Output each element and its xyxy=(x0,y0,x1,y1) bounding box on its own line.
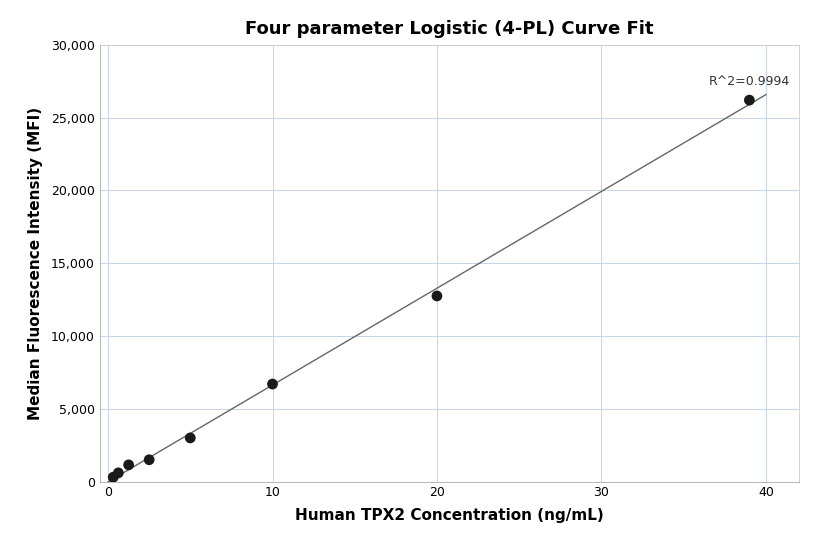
Point xyxy=(743,96,756,105)
Title: Four parameter Logistic (4-PL) Curve Fit: Four parameter Logistic (4-PL) Curve Fit xyxy=(245,20,653,38)
Y-axis label: Median Fluorescence Intensity (MFI): Median Fluorescence Intensity (MFI) xyxy=(27,106,42,420)
Point xyxy=(111,468,125,477)
Point xyxy=(184,433,197,442)
X-axis label: Human TPX2 Concentration (ng/mL): Human TPX2 Concentration (ng/mL) xyxy=(295,508,604,523)
Point xyxy=(142,455,156,464)
Text: R^2=0.9994: R^2=0.9994 xyxy=(708,76,790,88)
Point xyxy=(122,460,136,469)
Point xyxy=(106,473,120,482)
Point xyxy=(430,291,443,300)
Point xyxy=(266,380,280,389)
